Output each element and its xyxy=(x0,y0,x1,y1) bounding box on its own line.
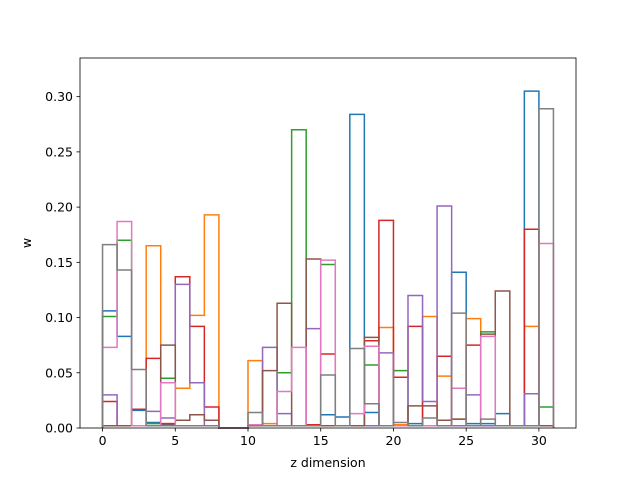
x-tick-label: 30 xyxy=(531,433,547,448)
series-8-step-line xyxy=(101,108,555,429)
x-tick-label: 25 xyxy=(458,433,474,448)
y-tick-label: 0.20 xyxy=(45,200,73,215)
series-7-step-line xyxy=(101,220,555,429)
y-tick-label: 0.25 xyxy=(45,144,73,159)
y-tick-label: 0.15 xyxy=(45,255,73,270)
x-tick-label: 15 xyxy=(313,433,329,448)
y-tick-label: 0.00 xyxy=(45,421,73,436)
y-tick-label: 0.05 xyxy=(45,365,73,380)
series-layer xyxy=(101,90,555,429)
x-tick-label: 5 xyxy=(171,433,179,448)
y-tick-label: 0.10 xyxy=(45,310,73,325)
x-tick-label: 10 xyxy=(240,433,256,448)
axes-layer: 0 5 10 15 20 25 30 0.00 0.05 0.10 0.15 0.20 0.25 0.30 xyxy=(45,57,577,448)
x-axis-label: z dimension xyxy=(290,455,365,470)
x-tick-label: 20 xyxy=(386,433,402,448)
y-axis-label: w xyxy=(19,238,34,248)
x-tick-label: 0 xyxy=(99,433,107,448)
y-tick-label: 0.30 xyxy=(45,89,73,104)
plot-background xyxy=(80,58,576,428)
plot-frame xyxy=(79,57,577,429)
